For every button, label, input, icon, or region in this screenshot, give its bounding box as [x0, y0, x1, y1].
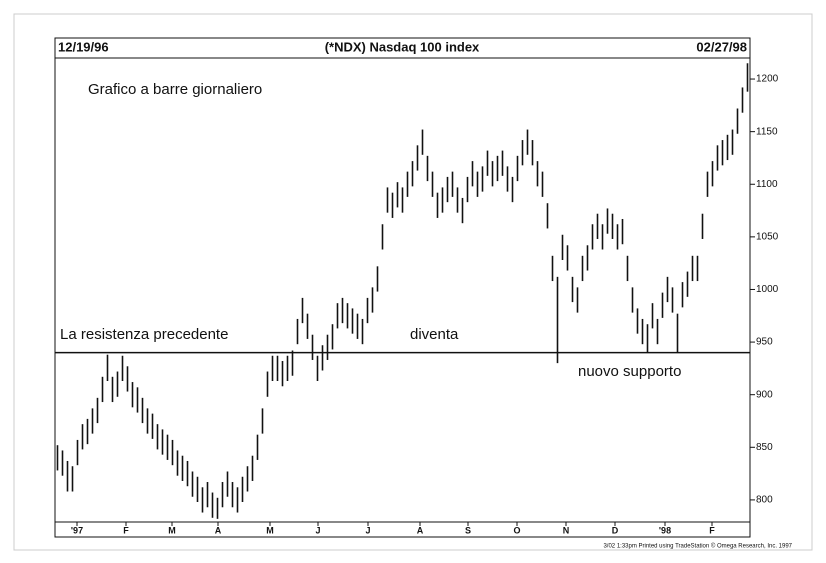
y-tick-label: 950 — [756, 337, 773, 348]
annotation: Grafico a barre giornaliero — [88, 81, 262, 98]
x-tick-label: J — [315, 525, 320, 535]
y-tick-label: 1050 — [756, 232, 779, 243]
x-tick-label: N — [563, 525, 570, 535]
y-tick-label: 1000 — [756, 284, 779, 295]
x-tick-label: '98 — [659, 525, 671, 535]
annotation: diventa — [410, 326, 459, 343]
end-date: 02/27/98 — [696, 39, 747, 54]
frame — [13, 13, 813, 551]
y-tick-label: 850 — [756, 442, 773, 453]
x-tick-label: A — [417, 525, 424, 535]
y-tick-label: 900 — [756, 389, 773, 400]
y-tick-label: 1150 — [756, 126, 778, 137]
footer: 3/02 1:33pm Printed using TradeStation ©… — [603, 543, 792, 550]
x-tick-label: D — [612, 525, 619, 535]
x-axis-box — [54, 521, 751, 538]
y-tick-label: 1100 — [756, 179, 778, 190]
x-tick-label: S — [465, 525, 471, 535]
x-tick-label: A — [215, 525, 222, 535]
y-tick-label: 800 — [756, 495, 773, 506]
y-tick-label: 1200 — [756, 74, 779, 85]
annotation: La resistenza precedente — [60, 326, 228, 343]
chart-title: (*NDX) Nasdaq 100 index — [325, 39, 480, 54]
x-tick-label: M — [168, 525, 176, 535]
x-tick-label: J — [365, 525, 370, 535]
x-tick-label: O — [513, 525, 520, 535]
x-tick-label: F — [709, 525, 715, 535]
plot-box — [54, 57, 751, 523]
x-tick-label: M — [266, 525, 274, 535]
x-tick-label: F — [123, 525, 129, 535]
annotation: nuovo supporto — [578, 363, 681, 380]
x-tick-label: '97 — [71, 525, 83, 535]
start-date: 12/19/96 — [58, 39, 109, 54]
